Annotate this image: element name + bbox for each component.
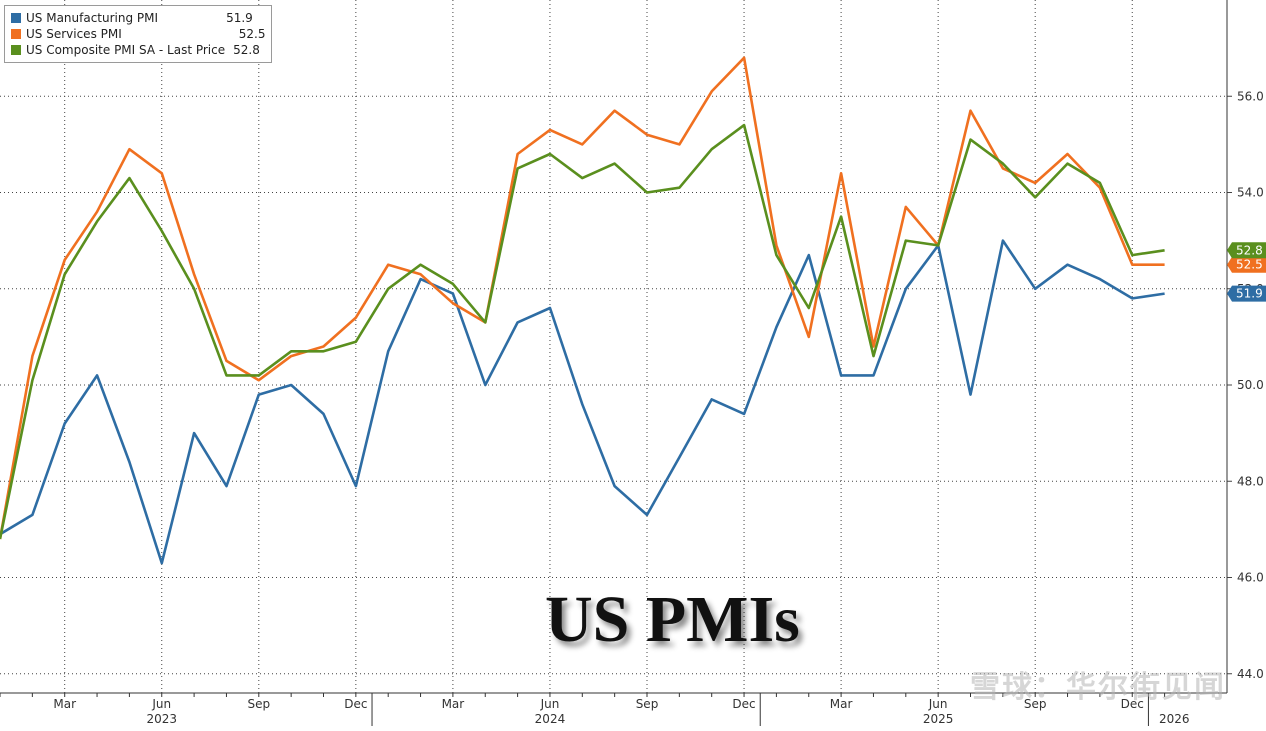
year-label: 2024 [535, 712, 566, 726]
x-tick-label: Jun [151, 697, 171, 711]
legend-swatch-manufacturing [11, 13, 21, 23]
last-value-tag-bg [1227, 256, 1266, 273]
legend: US Manufacturing PMI 51.9 US Services PM… [4, 5, 273, 63]
legend-label-services: US Services PMI [26, 27, 122, 41]
y-tick-label: 44.0 [1237, 667, 1264, 681]
last-value-tag-label: 52.8 [1236, 243, 1263, 257]
legend-item-services: US Services PMI 52.5 [11, 26, 265, 42]
watermark: 雪球：华尔街见闻 [970, 670, 1226, 705]
chart-title: US PMIs [545, 583, 800, 656]
x-tick-label: Mar [442, 697, 465, 711]
y-tick-label: 46.0 [1237, 571, 1264, 585]
legend-item-manufacturing: US Manufacturing PMI 51.9 [11, 10, 265, 26]
series-line-composite [0, 123, 1165, 540]
x-tick-label: Dec [344, 697, 367, 711]
legend-value-composite: 52.8 [233, 43, 260, 57]
y-tick-label: 48.0 [1237, 474, 1264, 488]
y-tick-label: 56.0 [1237, 89, 1264, 103]
legend-label-manufacturing: US Manufacturing PMI [26, 11, 159, 25]
last-value-tag-bg [1227, 242, 1266, 259]
x-tick-label: Jun [540, 697, 560, 711]
x-tick-label: Sep [1024, 697, 1047, 711]
last-value-tag-composite: 52.8 [1227, 242, 1266, 259]
legend-label-composite: US Composite PMI SA - Last Price [26, 43, 226, 57]
legend-swatch-composite [11, 45, 21, 55]
year-label: 2026 [1159, 712, 1190, 726]
legend-swatch-services [11, 29, 21, 39]
year-label: 2023 [146, 712, 177, 726]
x-tick-label: Jun [928, 697, 948, 711]
year-label: 2025 [923, 712, 954, 726]
x-tick-label: Mar [53, 697, 76, 711]
last-value-tag-bg [1227, 285, 1266, 302]
x-tick-label: Dec [732, 697, 755, 711]
series-line-manufacturing [0, 239, 1165, 565]
last-value-tag-label: 51.9 [1236, 287, 1263, 301]
x-tick-label: Mar [830, 697, 853, 711]
last-value-tag-services: 52.5 [1227, 256, 1266, 273]
x-tick-label: Dec [1121, 697, 1144, 711]
legend-value-services: 52.5 [238, 27, 266, 41]
x-tick-label: Sep [636, 697, 659, 711]
legend-item-composite: US Composite PMI SA - Last Price 52.8 [11, 42, 265, 58]
y-tick-label: 50.0 [1237, 378, 1264, 392]
last-value-tag-manufacturing: 51.9 [1227, 285, 1266, 302]
last-value-tag-label: 52.5 [1236, 258, 1263, 272]
legend-value-manufacturing: 51.9 [226, 11, 253, 25]
x-tick-label: Sep [247, 697, 270, 711]
y-tick-label: 54.0 [1237, 186, 1264, 200]
series-line-services [0, 56, 1165, 540]
